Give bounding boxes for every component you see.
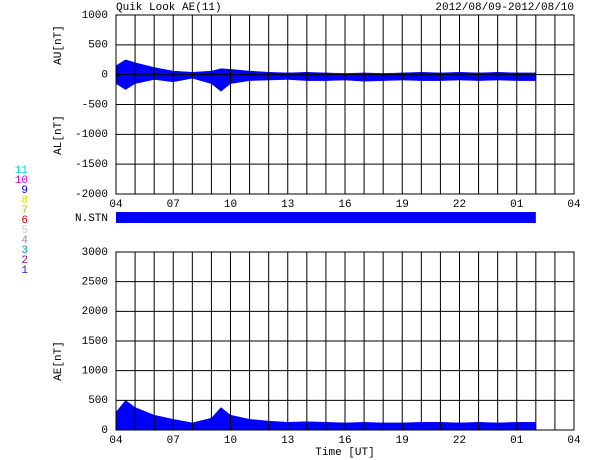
station-number: 8 [21, 195, 28, 207]
plot-frame [115, 251, 575, 431]
y-tick-label: 1000 [82, 10, 108, 22]
area [115, 399, 537, 431]
x-tick-label: 19 [396, 199, 409, 211]
nstn-label: N.STN [75, 213, 108, 225]
y-axis-label: AE[nT] [53, 341, 65, 381]
x-tick-label: 04 [567, 435, 581, 447]
y-tick-label: 500 [88, 395, 108, 407]
area [115, 59, 537, 75]
x-axis-label: Time [UT] [315, 447, 374, 459]
station-number: 10 [15, 175, 28, 187]
x-tick-label: 01 [510, 199, 524, 211]
x-tick-label: 22 [453, 199, 466, 211]
y-tick-label: 1000 [82, 366, 108, 378]
x-tick-label: 07 [167, 199, 180, 211]
y-tick-label: 2000 [82, 306, 108, 318]
x-tick-label: 13 [281, 435, 294, 447]
x-tick-label: 04 [567, 199, 581, 211]
station-number: 2 [21, 255, 28, 267]
station-number: 7 [21, 205, 28, 217]
y-tick-label: -1000 [75, 129, 108, 141]
x-tick-label: 10 [224, 435, 237, 447]
station-number: 4 [21, 235, 28, 247]
station-number: 5 [21, 225, 28, 237]
chart-subtitle: 2012/08/09-2012/08/10 [435, 2, 574, 14]
x-tick-label: 10 [224, 199, 237, 211]
y-axis-label: AL[nT] [53, 115, 65, 155]
y-tick-label: 500 [88, 40, 108, 52]
area [115, 74, 537, 92]
x-tick-label: 04 [109, 199, 123, 211]
y-tick-label: -500 [82, 99, 108, 111]
x-tick-label: 16 [338, 199, 351, 211]
x-tick-label: 04 [109, 435, 123, 447]
y-tick-label: -1500 [75, 159, 108, 171]
station-number: 11 [15, 165, 29, 177]
y-axis-label: AU[nT] [53, 25, 65, 65]
y-tick-label: -2000 [75, 189, 108, 201]
x-tick-label: 01 [510, 435, 524, 447]
x-tick-label: 16 [338, 435, 351, 447]
x-tick-label: 22 [453, 435, 466, 447]
x-tick-label: 13 [281, 199, 294, 211]
y-tick-label: 1500 [82, 336, 108, 348]
y-tick-label: 2500 [82, 277, 108, 289]
chart-title: Quik Look AE(11) [116, 2, 222, 14]
y-tick-label: 0 [101, 425, 108, 437]
plot-frame [115, 14, 575, 195]
station-number: 9 [21, 185, 28, 197]
x-tick-label: 19 [396, 435, 409, 447]
y-tick-label: 3000 [82, 247, 108, 259]
station-number: 6 [21, 215, 28, 227]
nstn-bar [116, 212, 536, 223]
y-tick-label: 0 [101, 70, 108, 82]
station-number: 3 [21, 245, 28, 257]
station-number: 1 [21, 265, 28, 277]
x-tick-label: 07 [167, 435, 180, 447]
